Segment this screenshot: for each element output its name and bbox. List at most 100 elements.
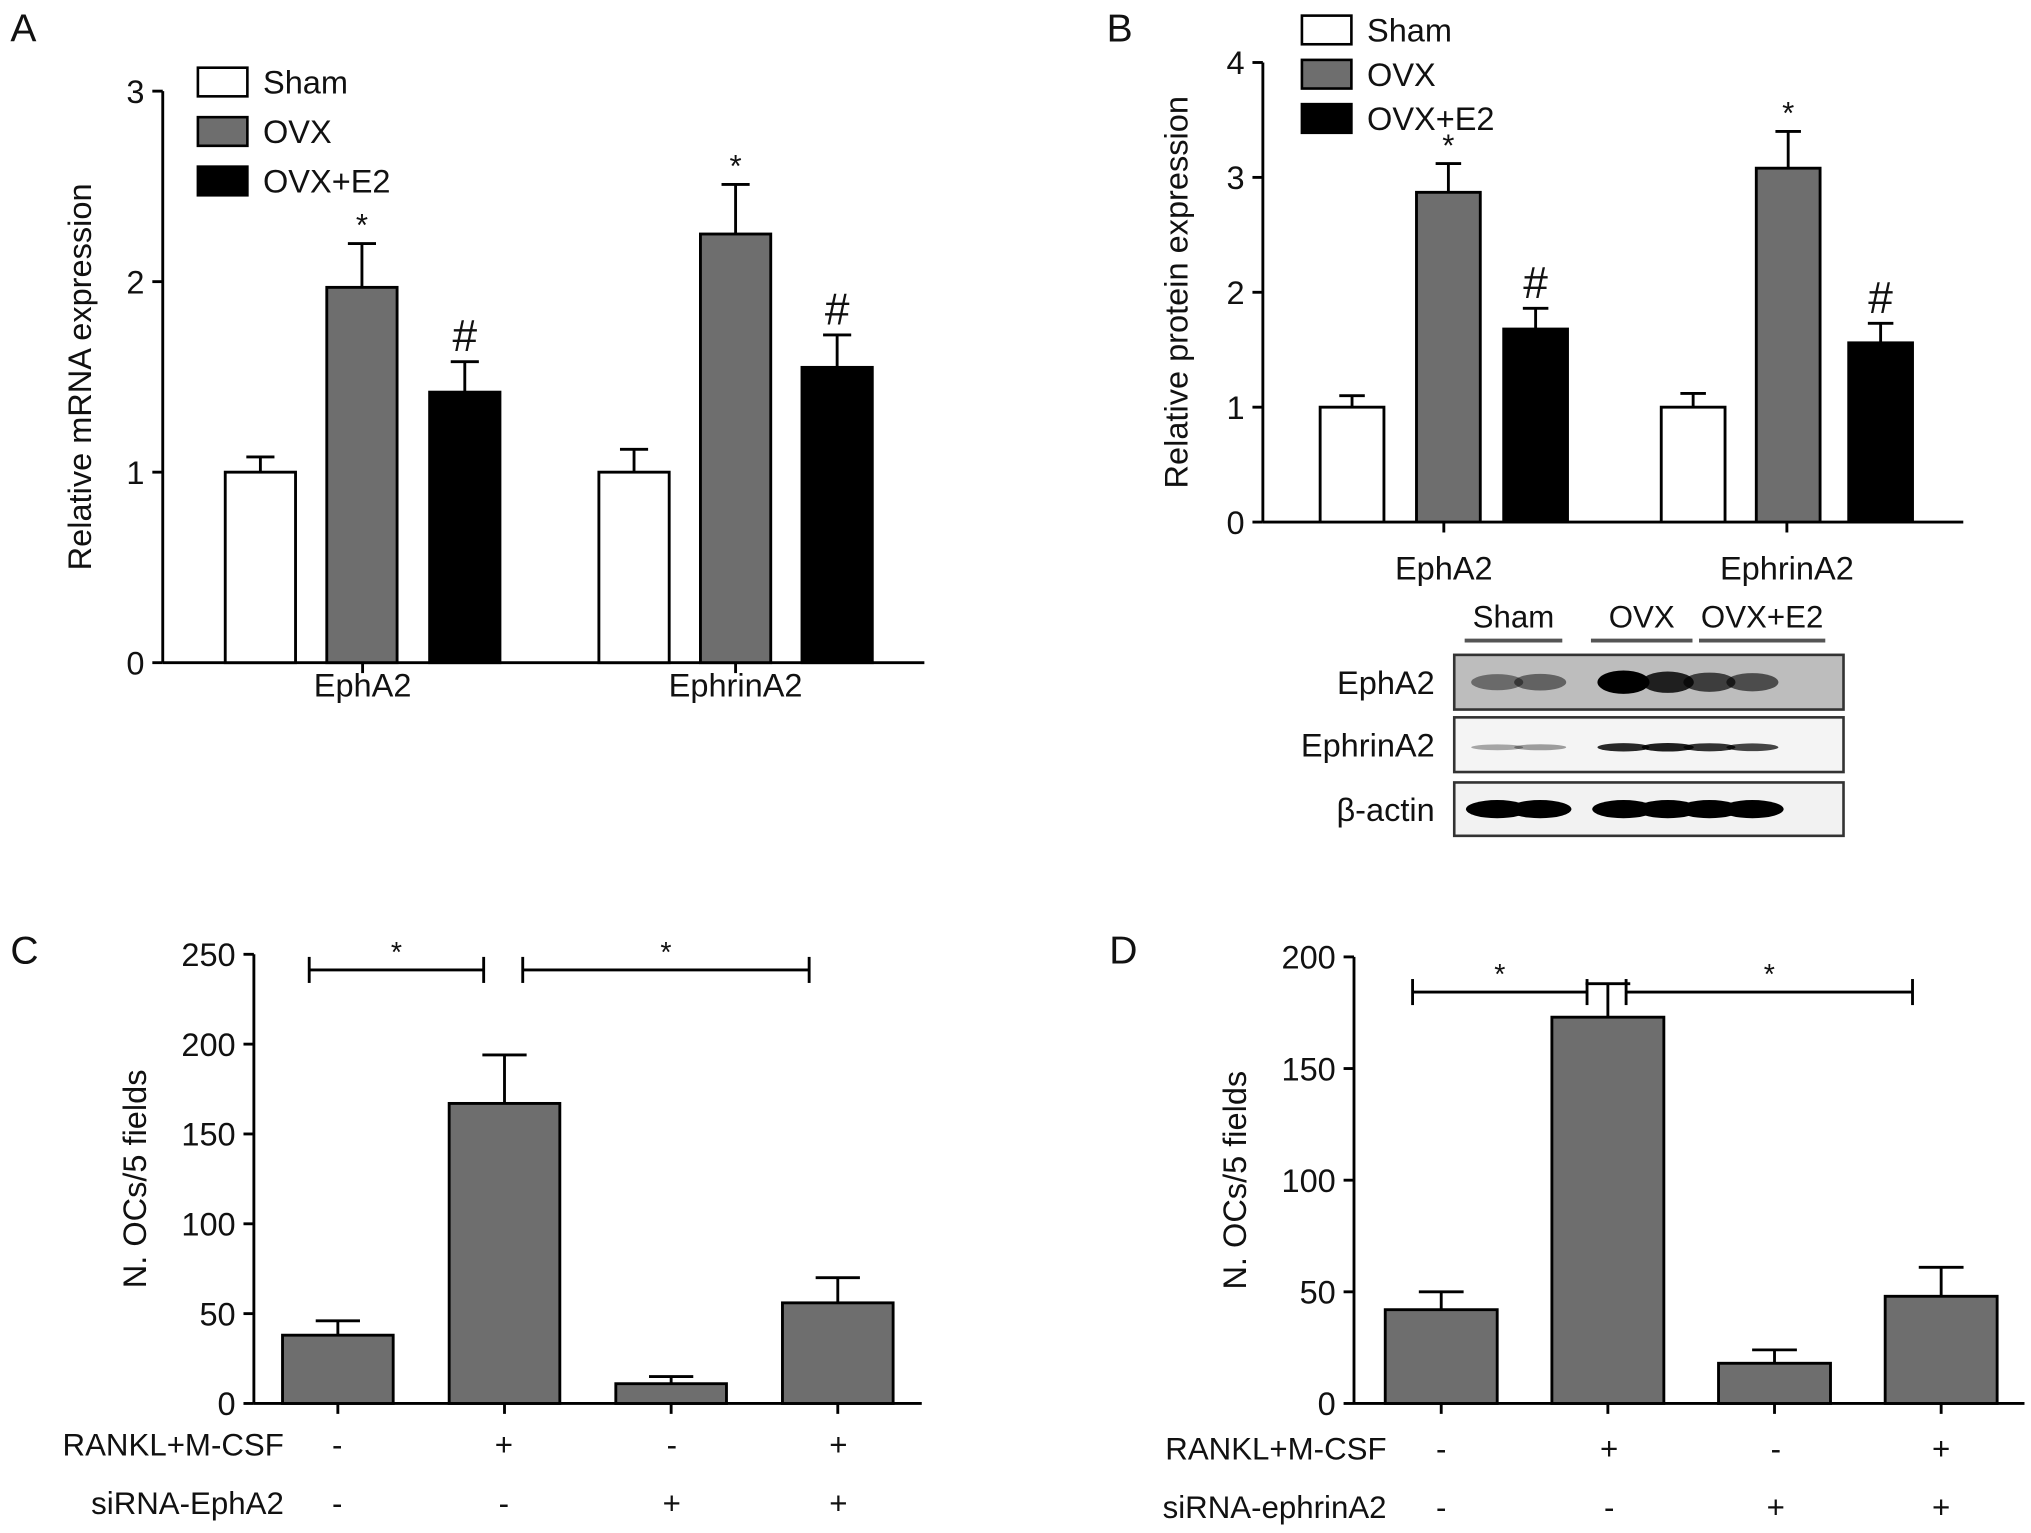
significance-star: *	[356, 208, 368, 243]
bar	[1383, 1308, 1499, 1405]
panel-label: A	[10, 8, 36, 51]
legend-swatch	[196, 115, 249, 148]
significance-star: *	[660, 937, 671, 969]
blot-group-label: Sham	[1473, 600, 1555, 635]
blot-band	[1641, 743, 1694, 752]
significance-hash: #	[1523, 259, 1548, 308]
blot-band	[1721, 800, 1784, 819]
bar	[699, 232, 773, 665]
condition-sign: -	[1604, 1490, 1614, 1525]
bar	[428, 390, 502, 665]
y-tick-label: 2	[126, 264, 144, 300]
legend-label: OVX+E2	[1367, 101, 1495, 137]
bar	[1318, 405, 1386, 524]
condition-label: RANKL+M-CSF	[1165, 1431, 1386, 1466]
blot-band	[1471, 744, 1524, 751]
blot-band	[1597, 670, 1650, 694]
legend-swatch	[1300, 58, 1353, 90]
condition-sign: -	[332, 1486, 342, 1521]
panel-d: 0 50 100 150 200 N. OCs/5 fields D * * RANKL+M-CS…	[1109, 929, 2025, 1525]
blot-band	[1592, 800, 1655, 819]
y-tick-label: 4	[1227, 45, 1245, 81]
category-label: EphrinA2	[1720, 550, 1854, 586]
condition-sign: -	[667, 1428, 677, 1463]
bar	[597, 470, 671, 665]
y-axis-label: Relative protein expression	[1158, 96, 1194, 488]
blot-band	[1597, 743, 1650, 752]
legend-label: OVX	[1367, 57, 1436, 93]
y-axis-label: Relative mRNA expression	[62, 183, 98, 570]
bar	[781, 1301, 895, 1405]
category-label: EphA2	[1395, 550, 1493, 586]
condition-sign: +	[1767, 1490, 1785, 1525]
bar	[1883, 1294, 1999, 1405]
blot-row-label: EphA2	[1337, 665, 1435, 701]
blot-band	[1508, 800, 1572, 819]
y-tick-label: 200	[181, 1027, 235, 1063]
blot-band	[1726, 673, 1779, 692]
y-tick-label: 2	[1227, 275, 1245, 311]
condition-sign: +	[1600, 1431, 1618, 1466]
blot-group-label: OVX	[1609, 600, 1675, 635]
y-tick-label: 150	[181, 1117, 235, 1153]
bar	[1717, 1361, 1832, 1405]
legend-swatch	[196, 165, 249, 197]
bar	[223, 470, 297, 665]
panel-b: 0 1 2 3 4 Relative protein expression B * # EphA2…	[1107, 8, 1964, 586]
blot-band	[1514, 673, 1567, 691]
condition-label: RANKL+M-CSF	[63, 1428, 284, 1463]
panel-label: B	[1107, 8, 1133, 51]
condition-sign: -	[332, 1428, 342, 1463]
condition-label: siRNA-ephrinA2	[1163, 1490, 1387, 1525]
y-tick-label: 0	[1318, 1386, 1336, 1422]
bar	[1754, 166, 1822, 524]
y-axis-label: N. OCs/5 fields	[1217, 1071, 1253, 1290]
bar	[1659, 405, 1727, 524]
significance-hash: #	[825, 286, 850, 335]
bar	[325, 285, 399, 665]
condition-sign: +	[829, 1486, 847, 1521]
bar	[1502, 327, 1569, 524]
blot-band	[1726, 743, 1779, 752]
blot-band	[1471, 674, 1524, 691]
y-tick-label: 3	[1227, 160, 1245, 196]
legend-label: OVX	[263, 114, 332, 150]
y-tick-label: 50	[1300, 1275, 1336, 1311]
y-tick-label: 50	[199, 1296, 235, 1332]
blot-band	[1683, 672, 1736, 692]
bar	[800, 365, 874, 665]
condition-label: siRNA-EphA2	[91, 1486, 284, 1521]
significance-hash: #	[452, 312, 477, 361]
condition-sign: -	[1771, 1431, 1781, 1466]
blot-group-label: OVX+E2	[1701, 600, 1823, 635]
panel-c: 0 50 100 150 200 250 N. OCs/5 fields C * * RANKL+M…	[10, 929, 922, 1521]
bar	[447, 1101, 562, 1405]
category-label: EphrinA2	[669, 668, 803, 704]
y-tick-label: 150	[1281, 1051, 1335, 1087]
legend-swatch	[1300, 14, 1353, 46]
legend-swatch	[196, 66, 249, 98]
blot-row-label: EphrinA2	[1301, 727, 1435, 763]
condition-sign: -	[1436, 1490, 1446, 1525]
bar	[1847, 341, 1914, 524]
y-tick-label: 200	[1281, 940, 1335, 976]
y-tick-label: 0	[126, 645, 144, 681]
condition-sign: +	[495, 1428, 513, 1463]
blot-band	[1678, 800, 1741, 819]
bar	[1415, 190, 1482, 524]
y-tick-label: 100	[1281, 1163, 1335, 1199]
significance-hash: #	[1868, 274, 1893, 323]
significance-star: *	[1442, 128, 1454, 163]
legend-label: Sham	[263, 65, 348, 101]
blot-row-label: β-actin	[1336, 792, 1434, 828]
western-blot: Sham OVX OVX+E2 EphA2 EphrinA2 β-actin	[1301, 600, 1845, 838]
y-tick-label: 3	[126, 74, 144, 110]
blot-band	[1641, 671, 1694, 693]
legend-swatch	[1300, 102, 1353, 135]
significance-star: *	[1782, 96, 1794, 131]
panel-label: D	[1109, 929, 1137, 972]
y-tick-label: 250	[181, 937, 235, 973]
panel-a: 0 1 2 3 Relative mRNA expression A * # EphA2 * # Ep…	[10, 8, 925, 704]
y-tick-label: 0	[218, 1386, 236, 1422]
